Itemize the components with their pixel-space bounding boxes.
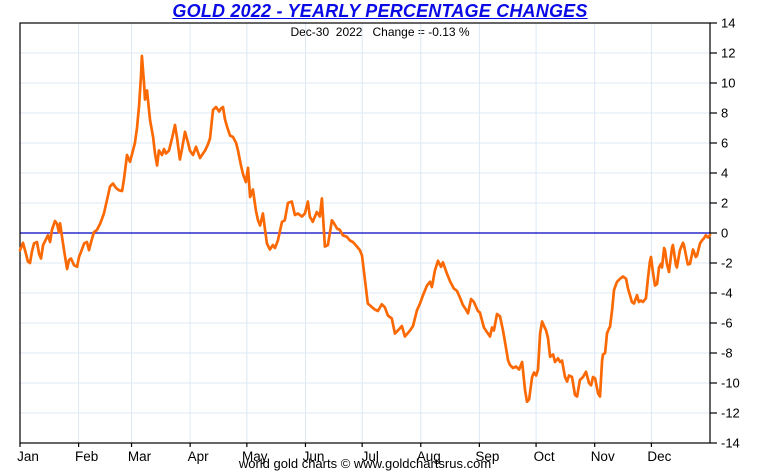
chart-subtitle: Dec-30 2022 Change = -0.13 % xyxy=(290,25,470,39)
svg-text:12: 12 xyxy=(721,46,735,61)
svg-text:14: 14 xyxy=(721,16,735,31)
svg-text:May: May xyxy=(242,449,268,464)
svg-text:Jun: Jun xyxy=(303,449,325,464)
gold-ytd-line xyxy=(18,54,712,404)
svg-text:Oct: Oct xyxy=(534,449,555,464)
svg-text:4: 4 xyxy=(721,166,728,181)
chart-title: GOLD 2022 - YEARLY PERCENTAGE CHANGES xyxy=(172,1,588,21)
svg-text:2: 2 xyxy=(721,196,728,211)
svg-text:Dec: Dec xyxy=(647,449,671,464)
svg-text:8: 8 xyxy=(721,106,728,121)
svg-text:10: 10 xyxy=(721,76,735,91)
svg-text:-8: -8 xyxy=(721,346,733,361)
svg-text:Feb: Feb xyxy=(75,449,98,464)
svg-text:-12: -12 xyxy=(721,406,740,421)
svg-text:-4: -4 xyxy=(721,286,733,301)
svg-text:-10: -10 xyxy=(721,376,740,391)
svg-text:Mar: Mar xyxy=(128,449,152,464)
svg-text:-6: -6 xyxy=(721,316,733,331)
svg-text:Apr: Apr xyxy=(188,449,210,464)
svg-text:Aug: Aug xyxy=(417,449,441,464)
svg-text:0: 0 xyxy=(721,226,728,241)
svg-text:Nov: Nov xyxy=(591,449,615,464)
svg-text:6: 6 xyxy=(721,136,728,151)
month-labels: Jan Feb Mar Apr May Jun Jul Aug Sep Oct Nov Dec xyxy=(17,443,672,464)
svg-text:Sep: Sep xyxy=(475,449,499,464)
y-axis-ticks: 14 12 10 8 6 4 2 0 -2 -4 -6 -8 -10 -12 -14 xyxy=(710,16,740,451)
svg-text:Jul: Jul xyxy=(362,449,379,464)
footer-credit: world gold charts © www.goldchartsrus.co… xyxy=(238,456,492,471)
svg-text:-2: -2 xyxy=(721,256,733,271)
svg-text:-14: -14 xyxy=(721,436,740,451)
svg-text:Jan: Jan xyxy=(17,449,39,464)
